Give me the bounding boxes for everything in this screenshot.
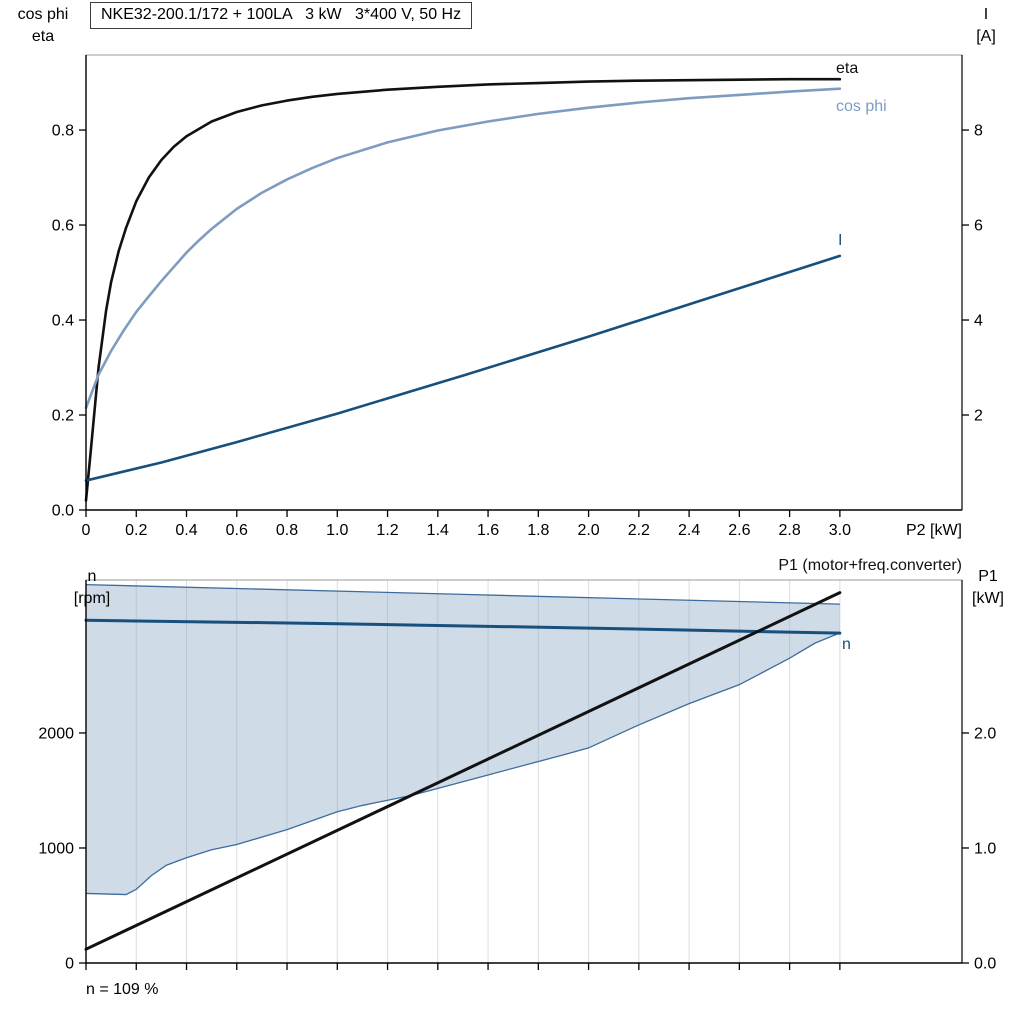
x-tick-label: 0.6 xyxy=(226,522,248,539)
x-axis-label: P2 [kW] xyxy=(906,522,962,539)
axis-label-p1-unit: [kW] xyxy=(972,590,1004,607)
axis-label-current: I xyxy=(983,6,989,23)
x-tick-label: 1.8 xyxy=(527,522,549,539)
curve-label-p1: P1 (motor+freq.converter) xyxy=(778,557,962,574)
curve-label-n: n xyxy=(842,636,851,653)
x-tick-label: 2.8 xyxy=(778,522,800,539)
axis-label-speed: n xyxy=(87,568,97,585)
x-tick-label: 0.8 xyxy=(276,522,298,539)
curve-label-current: I xyxy=(838,232,843,249)
x-tick-label: 2.0 xyxy=(577,522,599,539)
y-left-tick-label: 0.8 xyxy=(52,123,74,140)
speed-range-band xyxy=(86,584,840,895)
y-right-tick-label: 1.0 xyxy=(974,840,996,857)
axis-label-cos-phi: cos phi xyxy=(17,6,69,23)
axis-label-p1: P1 xyxy=(978,568,998,585)
y-left-tick-label: 0.0 xyxy=(52,503,74,520)
y-right-tick-label: 8 xyxy=(974,123,983,140)
series-i xyxy=(84,254,842,482)
x-tick-label: 2.6 xyxy=(728,522,750,539)
bottom-left-axis-label: n [rpm] xyxy=(56,566,128,610)
top-left-axis-label: cos phi eta xyxy=(2,4,84,48)
series-eta xyxy=(84,77,842,502)
speed-percentage-note: n = 109 % xyxy=(86,981,159,998)
series-p1-motor-freq-converter xyxy=(84,591,842,951)
band-upper-edge xyxy=(85,583,840,605)
x-tick-label: 2.2 xyxy=(628,522,650,539)
y-left-tick-label: 0 xyxy=(65,956,74,973)
x-tick-label: 1.2 xyxy=(376,522,398,539)
y-left-tick-label: 0.2 xyxy=(52,408,74,425)
x-tick-label: 0.4 xyxy=(175,522,197,539)
series-n xyxy=(84,618,842,635)
x-tick-label: 1.4 xyxy=(427,522,449,539)
curve-label-eta: eta xyxy=(836,60,859,77)
y-left-tick-label: 0.6 xyxy=(52,218,74,235)
y-right-tick-label: 2 xyxy=(974,408,983,425)
x-tick-label: 1.6 xyxy=(477,522,499,539)
x-tick-label: 0.2 xyxy=(125,522,147,539)
y-left-tick-label: 2000 xyxy=(38,725,74,742)
band-lower-edge xyxy=(85,632,841,896)
y-right-tick-label: 4 xyxy=(974,313,983,330)
y-right-tick-label: 2.0 xyxy=(974,725,996,742)
axis-label-eta: eta xyxy=(31,28,55,45)
chart-title: NKE32-200.1/172 + 100LA 3 kW 3*400 V, 50… xyxy=(90,2,473,29)
axis-label-speed-unit: [rpm] xyxy=(73,590,111,607)
series-cos-phi xyxy=(84,87,842,410)
y-right-tick-label: 6 xyxy=(974,218,983,235)
x-tick-label: 0 xyxy=(82,522,91,539)
x-tick-label: 3.0 xyxy=(829,522,851,539)
x-tick-label: 1.0 xyxy=(326,522,348,539)
axis-label-current-unit: [A] xyxy=(976,28,996,45)
y-right-tick-label: 0.0 xyxy=(974,956,996,973)
bottom-right-axis-label: P1 [kW] xyxy=(956,566,1020,610)
plot-frame xyxy=(85,54,963,511)
y-left-tick-label: 1000 xyxy=(38,840,74,857)
y-left-tick-label: 0.4 xyxy=(52,313,74,330)
x-tick-label: 2.4 xyxy=(678,522,700,539)
curve-label-cos-phi: cos phi xyxy=(836,98,887,115)
top-right-axis-label: I [A] xyxy=(956,4,1016,48)
